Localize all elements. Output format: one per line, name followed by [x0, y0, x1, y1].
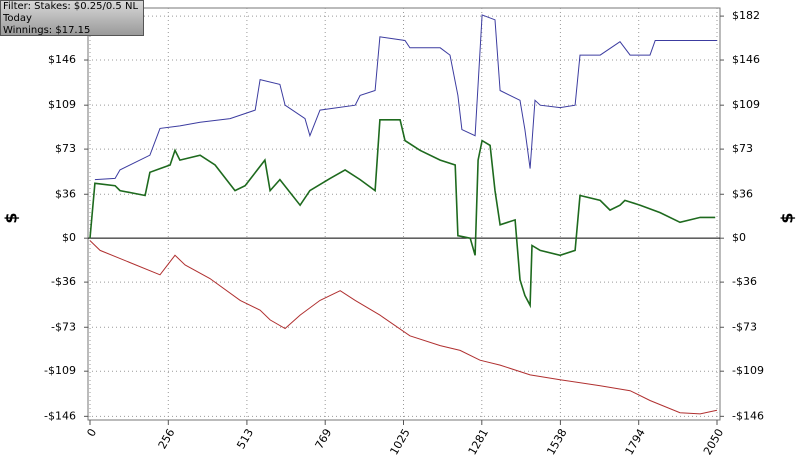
y-tick-label: -$73	[51, 320, 76, 333]
y2-tick-label: -$73	[732, 320, 757, 333]
series-line	[89, 119, 716, 309]
y-tick-label: -$36	[51, 275, 76, 288]
y-axis-label: $	[2, 212, 21, 223]
y2-tick-label: $0	[732, 231, 746, 244]
y-tick-label: $73	[55, 142, 76, 155]
series-line	[89, 240, 718, 415]
info-box: Filter: Stakes: $0.25/0.5 NL Today Winni…	[0, 0, 144, 36]
x-tick-label: 769	[313, 427, 335, 452]
x-tick-label: 1281	[466, 427, 491, 458]
y-tick-label: $0	[62, 231, 76, 244]
y-tick-label: $36	[55, 187, 76, 200]
x-tick-label: 1538	[544, 427, 569, 458]
y-tick-label: $146	[48, 53, 76, 66]
y-tick-label: -$109	[44, 364, 76, 377]
x-tick-label: 513	[234, 427, 256, 452]
filter-text: Filter: Stakes: $0.25/0.5 NL	[3, 1, 139, 12]
x-tick-label: 2050	[701, 427, 726, 458]
winnings-text: Winnings: $17.15	[3, 25, 91, 36]
y2-tick-label: $73	[732, 142, 753, 155]
y2-tick-label: $146	[732, 53, 760, 66]
y-tick-label: -$146	[44, 409, 76, 422]
period-text: Today	[3, 13, 32, 24]
plot-frame	[87, 7, 721, 421]
y2-tick-label: $182	[732, 9, 760, 22]
x-tick-label: 256	[156, 427, 178, 452]
x-tick-label: 1794	[623, 427, 648, 458]
y2-tick-label: $109	[732, 98, 760, 111]
y2-tick-label: $36	[732, 187, 753, 200]
y2-tick-label: -$36	[732, 275, 757, 288]
y2-tick-label: -$146	[732, 409, 764, 422]
y-tick-label: $109	[48, 98, 76, 111]
y2-tick-label: -$109	[732, 364, 764, 377]
y2-axis-label: $	[778, 212, 797, 223]
x-tick-label: 0	[84, 427, 99, 440]
x-tick-label: 1025	[387, 427, 412, 458]
series-line	[94, 14, 717, 181]
